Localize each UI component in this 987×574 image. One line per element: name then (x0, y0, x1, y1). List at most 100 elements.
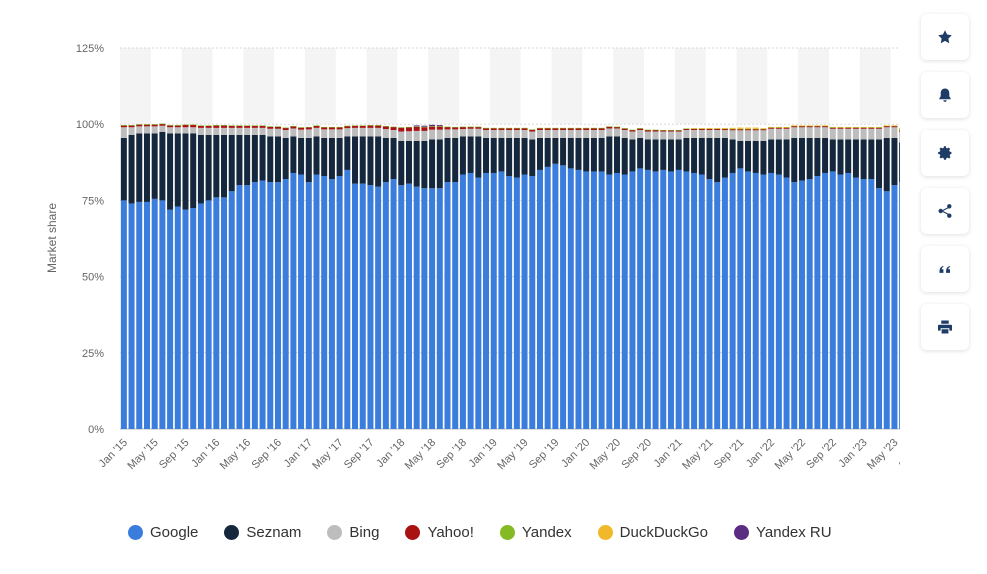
bar-segment[interactable] (429, 188, 436, 429)
bar-segment[interactable] (860, 126, 867, 128)
bar-segment[interactable] (598, 128, 605, 130)
bar-segment[interactable] (560, 127, 567, 129)
bar-segment[interactable] (267, 126, 274, 129)
bar-segment[interactable] (475, 177, 482, 429)
bar-segment[interactable] (498, 137, 505, 172)
bar-segment[interactable] (852, 139, 859, 178)
bar-segment[interactable] (660, 130, 667, 132)
bar-segment[interactable] (737, 128, 744, 130)
bar-segment[interactable] (506, 128, 513, 130)
bar-segment[interactable] (282, 137, 289, 180)
bar-segment[interactable] (498, 128, 505, 130)
bar-segment[interactable] (883, 125, 890, 127)
bar-segment[interactable] (652, 171, 659, 429)
bar-segment[interactable] (436, 139, 443, 189)
bar-segment[interactable] (714, 137, 721, 183)
bar-segment[interactable] (475, 128, 482, 137)
bar-segment[interactable] (899, 128, 900, 131)
bar-segment[interactable] (490, 129, 497, 138)
bar-segment[interactable] (298, 174, 305, 429)
bar-segment[interactable] (321, 129, 328, 138)
bar-segment[interactable] (544, 129, 551, 138)
bar-segment[interactable] (529, 176, 536, 429)
bar-segment[interactable] (860, 127, 867, 129)
bar-segment[interactable] (845, 127, 852, 129)
bar-segment[interactable] (167, 133, 174, 210)
bar-segment[interactable] (552, 129, 559, 138)
bar-segment[interactable] (629, 171, 636, 429)
bar-segment[interactable] (367, 125, 374, 128)
bar-segment[interactable] (213, 127, 220, 135)
bar-segment[interactable] (845, 127, 852, 128)
bar-segment[interactable] (768, 139, 775, 173)
bar-segment[interactable] (637, 137, 644, 169)
bar-segment[interactable] (698, 129, 705, 138)
bar-segment[interactable] (174, 127, 181, 134)
bar-segment[interactable] (251, 125, 258, 128)
bar-segment[interactable] (868, 127, 875, 128)
bar-segment[interactable] (274, 128, 281, 137)
bar-segment[interactable] (467, 136, 474, 173)
bar-segment[interactable] (452, 137, 459, 183)
bar-segment[interactable] (575, 169, 582, 430)
bar-segment[interactable] (683, 129, 690, 138)
bar-segment[interactable] (498, 171, 505, 429)
bar-segment[interactable] (313, 174, 320, 429)
bar-segment[interactable] (737, 168, 744, 429)
bar-segment[interactable] (305, 129, 312, 138)
bar-segment[interactable] (459, 129, 466, 137)
bar-segment[interactable] (698, 128, 705, 130)
bar-segment[interactable] (675, 131, 682, 140)
bar-segment[interactable] (806, 137, 813, 180)
bar-segment[interactable] (382, 129, 389, 138)
bar-segment[interactable] (444, 137, 451, 183)
bar-segment[interactable] (267, 128, 274, 137)
bar-segment[interactable] (483, 137, 490, 173)
bar-segment[interactable] (614, 128, 621, 137)
bar-segment[interactable] (236, 125, 243, 127)
bar-segment[interactable] (806, 179, 813, 429)
bar-segment[interactable] (429, 124, 436, 127)
legend-item-seznam[interactable]: Seznam (224, 524, 301, 541)
bar-segment[interactable] (590, 171, 597, 429)
bar-segment[interactable] (429, 126, 436, 127)
bar-segment[interactable] (459, 136, 466, 175)
bar-segment[interactable] (575, 128, 582, 130)
bar-segment[interactable] (768, 172, 775, 429)
bar-segment[interactable] (683, 171, 690, 429)
bar-segment[interactable] (321, 126, 328, 128)
bar-segment[interactable] (459, 174, 466, 429)
bar-segment[interactable] (575, 129, 582, 138)
bar-segment[interactable] (660, 169, 667, 430)
bar-segment[interactable] (375, 125, 382, 126)
bar-segment[interactable] (860, 127, 867, 128)
bar-segment[interactable] (159, 123, 166, 126)
bar-segment[interactable] (745, 128, 752, 130)
bar-segment[interactable] (606, 128, 613, 137)
bar-segment[interactable] (367, 136, 374, 186)
bar-segment[interactable] (852, 127, 859, 129)
bar-segment[interactable] (745, 171, 752, 429)
bar-segment[interactable] (413, 125, 420, 127)
bar-segment[interactable] (328, 126, 335, 128)
bar-segment[interactable] (375, 125, 382, 128)
bar-segment[interactable] (644, 129, 651, 131)
bar-segment[interactable] (421, 125, 428, 127)
bar-segment[interactable] (352, 125, 359, 128)
bar-segment[interactable] (136, 133, 143, 202)
bar-segment[interactable] (344, 169, 351, 430)
bar-segment[interactable] (637, 129, 644, 138)
bar-segment[interactable] (197, 203, 204, 429)
bar-segment[interactable] (791, 125, 798, 127)
bar-segment[interactable] (752, 127, 759, 129)
bar-segment[interactable] (775, 126, 782, 128)
bar-segment[interactable] (413, 130, 420, 141)
bar-segment[interactable] (467, 126, 474, 129)
bar-segment[interactable] (174, 206, 181, 430)
bar-segment[interactable] (644, 131, 651, 140)
bar-segment[interactable] (775, 174, 782, 429)
bar-segment[interactable] (768, 127, 775, 129)
bar-segment[interactable] (529, 139, 536, 177)
bar-segment[interactable] (182, 127, 189, 134)
bar-segment[interactable] (675, 130, 682, 132)
